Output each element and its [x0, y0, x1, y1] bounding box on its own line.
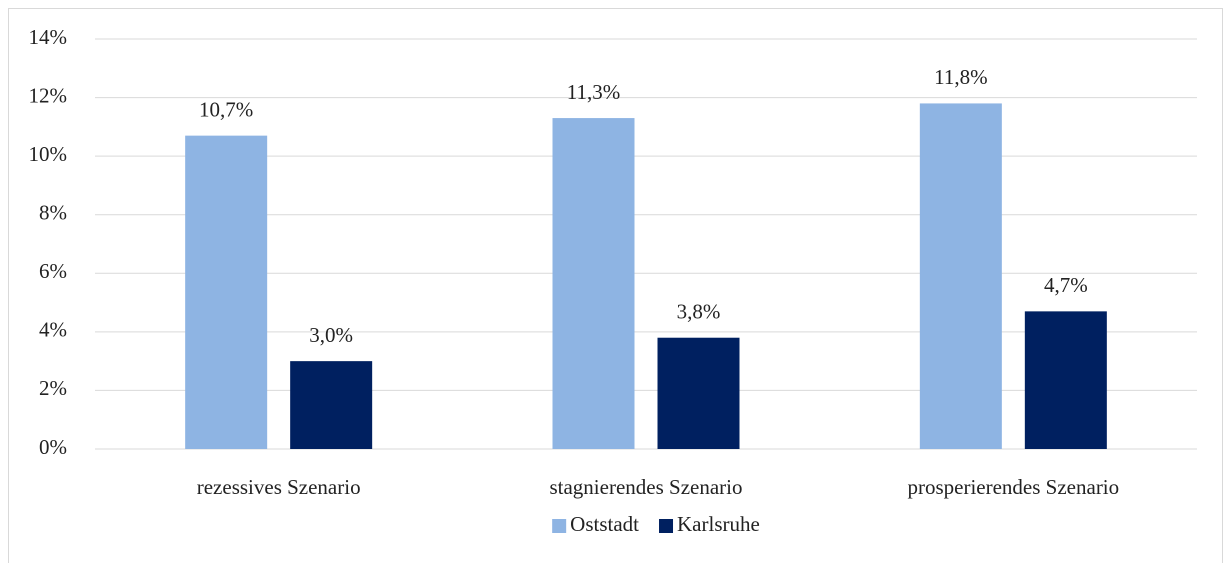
y-tick-label: 8%: [39, 201, 67, 225]
data-label: 10,7%: [199, 97, 253, 121]
y-tick-label: 6%: [39, 259, 67, 283]
x-tick-label: prosperierendes Szenario: [907, 475, 1119, 499]
legend-item: Karlsruhe: [659, 512, 760, 536]
bar: [185, 135, 268, 449]
y-tick-label: 4%: [39, 318, 67, 342]
bar: [657, 337, 740, 449]
data-label: 4,7%: [1044, 273, 1088, 297]
bar: [552, 118, 635, 450]
y-tick-label: 12%: [29, 83, 68, 107]
legend-swatch: [552, 519, 567, 533]
data-label: 11,8%: [934, 65, 987, 89]
y-tick-label: 2%: [39, 376, 67, 400]
y-tick-label: 10%: [29, 142, 68, 166]
data-label: 3,8%: [677, 300, 721, 324]
data-label: 3,0%: [309, 323, 353, 347]
legend-item: Oststadt: [552, 512, 639, 536]
bar: [919, 103, 1002, 449]
data-label: 11,3%: [567, 80, 620, 104]
x-tick-label: stagnierendes Szenario: [549, 475, 742, 499]
bar: [1024, 311, 1107, 449]
legend-label: Oststadt: [570, 512, 639, 536]
y-tick-label: 14%: [29, 25, 68, 49]
y-tick-label: 0%: [39, 435, 67, 459]
bar: [290, 361, 373, 449]
legend-label: Karlsruhe: [677, 512, 760, 536]
x-tick-label: rezessives Szenario: [197, 475, 361, 499]
legend-swatch: [659, 519, 674, 533]
